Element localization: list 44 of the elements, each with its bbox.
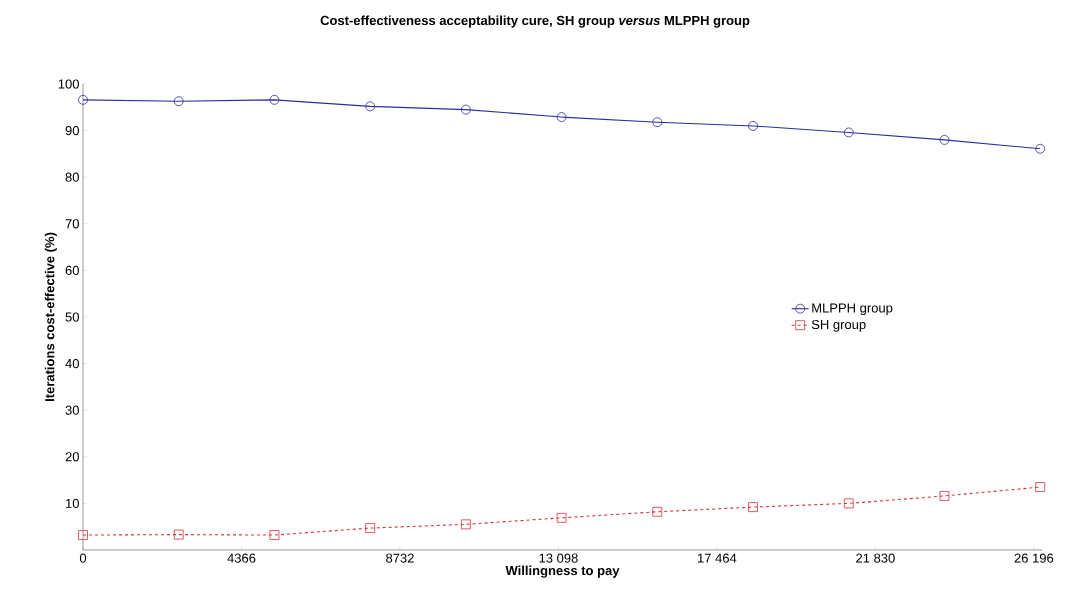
- y-tick-label: 50: [65, 312, 79, 322]
- point: [173, 529, 184, 540]
- point: [748, 121, 758, 131]
- point: [460, 519, 471, 530]
- point: [1035, 482, 1046, 492]
- point: [652, 506, 663, 517]
- y-tick-label: 90: [65, 125, 79, 136]
- y-tick-label: 40: [65, 358, 79, 369]
- x-axis-title: Willingness to pay: [505, 565, 620, 578]
- point: [460, 104, 471, 115]
- x-tick-label: 17 464: [698, 553, 737, 563]
- point: [748, 502, 758, 513]
- point: [78, 530, 88, 540]
- point: [843, 127, 854, 138]
- point: [365, 101, 376, 112]
- point: [78, 94, 88, 105]
- legend-label: SH group: [811, 319, 866, 332]
- y-tick-label: 20: [65, 452, 79, 462]
- point: [556, 512, 567, 523]
- point: [269, 530, 280, 540]
- x-tick-label: 13 098: [539, 553, 578, 563]
- x-tick-label: 4366: [227, 553, 256, 563]
- y-tick-label: 100: [58, 79, 79, 89]
- point: [269, 94, 280, 105]
- point: [652, 117, 663, 128]
- point: [843, 498, 854, 509]
- point: [939, 135, 950, 145]
- x-tick-label: 21 830: [856, 553, 895, 563]
- y-tick-label: 60: [65, 265, 79, 275]
- x-tick-label: 0: [79, 553, 87, 563]
- chart-title: Cost-effectiveness acceptability cure, SH group versus MLPPH group: [320, 15, 750, 28]
- y-tick-label: 30: [65, 405, 79, 415]
- point: [939, 491, 950, 501]
- point: [365, 523, 376, 533]
- point: [173, 96, 184, 107]
- point: [1035, 143, 1046, 154]
- y-tick-label: 80: [65, 172, 79, 182]
- x-tick-label: 26 196: [1014, 553, 1054, 563]
- y-tick-label: 10: [66, 498, 79, 508]
- legend-label: MLPPH group: [812, 303, 893, 316]
- x-tick-label: 8732: [386, 553, 414, 563]
- y-axis-title: Iterations cost-effective (%): [44, 232, 57, 401]
- point: [556, 112, 567, 122]
- y-tick-label: 70: [65, 219, 79, 229]
